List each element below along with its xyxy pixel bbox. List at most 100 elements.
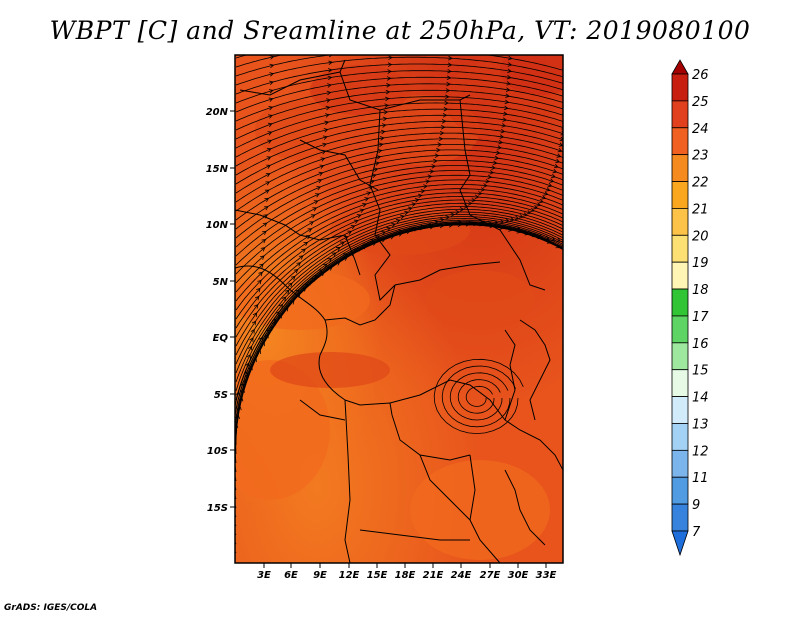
streamline-arrow	[379, 136, 385, 141]
streamline-arrow	[322, 142, 328, 148]
streamline	[235, 132, 563, 194]
streamline-arrow	[455, 209, 460, 215]
colorbar-segment	[671, 396, 689, 424]
colorbar-segment	[671, 154, 689, 182]
streamline-arrow	[497, 145, 502, 150]
streamline-arrow	[347, 230, 353, 235]
streamline-arrow	[325, 105, 331, 111]
colorbar-label: 25	[692, 95, 709, 110]
streamline-arrow	[235, 391, 240, 397]
streamline-arrow	[503, 111, 508, 117]
colorbar-segment	[671, 73, 689, 102]
lat-tick-label: 10N	[206, 220, 229, 231]
streamline-arrow	[281, 296, 287, 302]
streamline-arrow	[555, 158, 561, 164]
streamline-arrow	[449, 50, 453, 54]
colorbar: 26 25 24 23 22 21 20 19 18 17 16 15 14 13 12 11 9 7	[671, 59, 709, 557]
streamline-arrow	[447, 68, 452, 74]
streamline-arrow	[288, 282, 293, 288]
streamline-arrow	[262, 230, 267, 236]
lon-tick-label: 21E	[423, 570, 444, 581]
streamline	[235, 55, 248, 59]
streamline-arrow	[467, 201, 473, 206]
streamline-arrow	[397, 229, 403, 234]
streamline-arrow	[366, 191, 372, 196]
streamline-arrow	[526, 210, 532, 215]
streamline	[235, 154, 563, 230]
country-borders	[235, 59, 563, 563]
streamline	[235, 222, 551, 482]
streamline-arrow	[356, 214, 362, 219]
streamline-arrow	[389, 49, 393, 53]
streamline-arrow	[387, 69, 392, 74]
streamline	[235, 184, 563, 284]
streamline-arrow	[506, 81, 512, 86]
streamline-arrow	[492, 160, 498, 166]
streamline-arrow	[498, 139, 504, 145]
streamline-arrow	[447, 62, 453, 67]
colorbar-segment	[671, 503, 689, 532]
colorbar-label: 24	[692, 122, 709, 137]
streamline-arrow	[446, 75, 452, 80]
streamline-arrow	[268, 97, 274, 102]
country-border	[344, 399, 351, 563]
streamline-arrow	[375, 161, 380, 166]
streamline-arrow	[427, 174, 433, 179]
streamline-arrow	[509, 217, 515, 222]
streamline-arrow	[407, 206, 413, 211]
streamline-arrow	[364, 197, 370, 202]
streamline-arrow	[327, 258, 333, 263]
streamline-arrow	[269, 72, 275, 77]
longitude-axis: 3E 6E 9E 12E 15E 18E 21E 24E 27E 30E 33E	[257, 563, 557, 581]
streamline-arrow	[566, 82, 570, 86]
streamline-arrow	[371, 173, 377, 178]
streamline-arrow	[370, 179, 376, 184]
streamline-arrow	[380, 129, 386, 135]
streamline	[235, 170, 563, 257]
streamline-arrow	[423, 184, 428, 189]
streamline-arrow	[414, 197, 420, 203]
streamline-arrow	[359, 208, 365, 213]
colorbar-segment	[671, 181, 689, 209]
colorbar-segment	[671, 342, 689, 371]
streamline-arrow	[376, 155, 382, 160]
streamline	[235, 144, 563, 212]
streamline-arrow	[298, 255, 304, 260]
streamline-arrow	[533, 205, 539, 210]
streamline-arrow	[294, 289, 300, 294]
streamline-arrow	[373, 167, 379, 172]
latitude-axis: 20N 15N 10N 5N EQ 5S 10S 15S	[206, 107, 235, 514]
colorbar-label: 22	[692, 176, 709, 191]
lon-tick-label: 9E	[313, 570, 327, 581]
streamline-arrow	[320, 271, 325, 277]
wbpt-patch	[410, 460, 550, 560]
lat-tick-label: EQ	[213, 333, 229, 344]
streamline-arrow	[564, 249, 568, 252]
streamline-arrow	[257, 279, 262, 285]
streamline-arrow	[261, 238, 267, 244]
streamline-arrow	[323, 128, 329, 133]
streamline-arrow	[556, 153, 562, 158]
streamline-arrow	[440, 124, 446, 130]
country-border	[344, 399, 393, 416]
streamline-arrow	[411, 202, 417, 207]
colorbar-label: 9	[692, 498, 700, 513]
streamline-arrow	[431, 164, 437, 169]
streamline-arrow	[441, 119, 447, 124]
streamline-arrow	[400, 214, 405, 220]
streamline-arrow	[262, 222, 268, 227]
lat-tick-label: 10S	[207, 446, 228, 457]
streamline-arrow	[504, 99, 510, 105]
colorbar-label: 23	[692, 149, 709, 164]
lat-tick-label: 5S	[214, 390, 228, 401]
streamline	[235, 174, 563, 266]
colorbar-segment	[671, 208, 689, 236]
streamline-arrow	[267, 139, 273, 144]
streamline-arrow	[477, 191, 483, 196]
streamline-arrow	[252, 312, 258, 317]
colorbar-label: 20	[692, 229, 709, 244]
streamline	[235, 219, 563, 392]
streamline-arrow	[504, 218, 510, 223]
colorbar-label: 17	[692, 310, 709, 325]
streamline-arrow	[231, 442, 235, 446]
